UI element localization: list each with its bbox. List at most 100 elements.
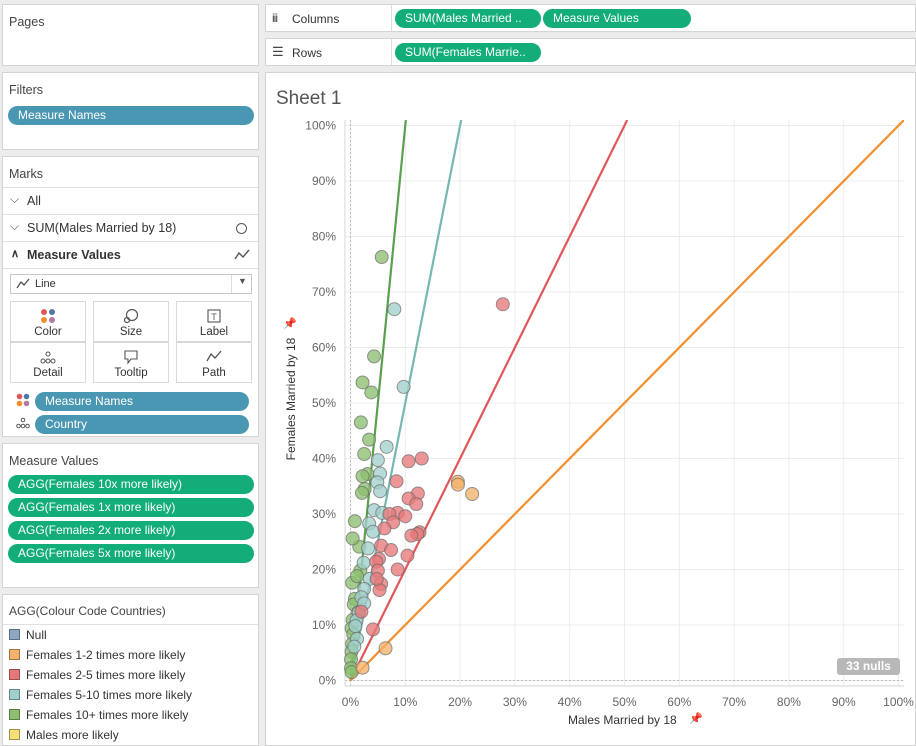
data-point [361, 541, 376, 556]
measure-values-title: Measure Values [9, 454, 99, 468]
data-point [362, 432, 377, 447]
x-tick-label: 50% [612, 695, 636, 709]
legend-item[interactable]: Females 5-10 times more likely [9, 687, 192, 703]
legend-item[interactable]: Females 1-2 times more likely [9, 647, 185, 663]
circle-mark-icon [236, 223, 247, 234]
data-point [364, 385, 379, 400]
legend-label: Females 2-5 times more likely [26, 668, 186, 682]
legend-swatch [9, 649, 20, 660]
measure-pill[interactable]: AGG(Females 1x more likely) [8, 498, 254, 517]
data-point [373, 484, 388, 499]
data-point [355, 375, 370, 390]
data-point [390, 562, 405, 577]
legend-label: Null [26, 628, 47, 642]
color-card[interactable]: Color [10, 301, 86, 342]
data-point [379, 439, 394, 454]
data-point [350, 569, 365, 584]
ratio-line [349, 120, 629, 681]
detail-pill-country[interactable]: Country [35, 415, 249, 434]
legend-item[interactable]: Females 10+ times more likely [9, 707, 188, 723]
y-tick-label: 40% [312, 451, 336, 465]
marks-row-all[interactable]: ⌵ All [3, 188, 258, 214]
x-tick-label: 90% [832, 695, 856, 709]
sheet-title: Sheet 1 [276, 88, 342, 109]
filter-pill-measure-names[interactable]: Measure Names [8, 106, 254, 125]
color-legend-panel: AGG(Colour Code Countries) Null Females 1… [2, 594, 259, 746]
legend-label: Females 1-2 times more likely [26, 648, 186, 662]
nulls-badge[interactable]: 33 nulls [837, 658, 900, 675]
marks-row-males[interactable]: ⌵ SUM(Males Married by 18) [3, 215, 258, 241]
y-tick-label: 20% [312, 562, 336, 576]
card-label: Color [34, 326, 62, 338]
y-tick-label: 70% [312, 285, 336, 299]
card-label: Path [202, 367, 226, 379]
columns-pill-measure-values[interactable]: Measure Values [543, 9, 691, 28]
size-card[interactable]: Size [93, 301, 169, 342]
color-dots-icon [41, 309, 55, 323]
legend-item[interactable]: Males more likely [9, 727, 119, 743]
data-point [374, 250, 389, 265]
tooltip-card[interactable]: Tooltip [93, 342, 169, 383]
data-point [348, 619, 363, 634]
marks-row-label: All [27, 194, 41, 208]
legend-item[interactable]: Females 2-5 times more likely [9, 667, 185, 683]
data-point [404, 528, 419, 543]
data-point [347, 514, 362, 529]
y-axis-title: Females Married by 18 [284, 337, 298, 461]
path-icon [206, 350, 222, 362]
data-point [365, 524, 380, 539]
rows-label: Rows [292, 46, 323, 60]
legend-title: AGG(Colour Code Countries) [9, 604, 166, 618]
card-label: Detail [33, 367, 63, 379]
measure-pill[interactable]: AGG(Females 5x more likely) [8, 544, 254, 563]
y-tick-label: 80% [312, 230, 336, 244]
mark-type-select[interactable]: Line ▼ [10, 274, 252, 294]
label-t-icon: T [207, 309, 221, 323]
card-label: Label [199, 326, 229, 338]
data-point [389, 474, 404, 489]
dropdown-arrow-icon: ▼ [238, 276, 247, 286]
color-pill-measure-names[interactable]: Measure Names [35, 392, 249, 411]
columns-icon: iii [272, 11, 278, 25]
data-point [370, 453, 385, 468]
data-point [354, 485, 369, 500]
legend-swatch [9, 689, 20, 700]
marks-row-label: SUM(Males Married by 18) [27, 221, 177, 235]
measure-pill[interactable]: AGG(Females 2x more likely) [8, 521, 254, 540]
data-point [369, 571, 384, 586]
data-point [465, 487, 480, 502]
data-point [401, 454, 416, 469]
path-card[interactable]: Path [176, 342, 252, 383]
data-point [356, 555, 371, 570]
chevron-down-icon: ⌵ [10, 192, 20, 206]
marks-row-label: Measure Values [27, 248, 121, 262]
chevron-down-icon: ⌵ [10, 219, 20, 233]
marks-title: Marks [9, 167, 44, 181]
detail-card[interactable]: Detail [10, 342, 86, 383]
svg-text:T: T [211, 312, 217, 322]
columns-pill-males[interactable]: SUM(Males Married .. [395, 9, 541, 28]
legend-item[interactable]: Null [9, 627, 47, 643]
x-tick-label: 20% [448, 695, 472, 709]
ratio-line [349, 120, 904, 682]
legend-label: Females 10+ times more likely [26, 708, 189, 722]
data-point [378, 641, 393, 656]
legend-swatch [9, 729, 20, 740]
rows-icon: ☰ [272, 44, 284, 59]
label-card[interactable]: T Label [176, 301, 252, 342]
y-tick-label: 30% [312, 507, 336, 521]
x-tick-label: 80% [777, 695, 801, 709]
x-tick-label: 60% [667, 695, 691, 709]
columns-shelf: iii Columns SUM(Males Married .. Measure… [265, 4, 916, 32]
card-label: Size [119, 326, 143, 338]
line-type-icon [16, 278, 30, 289]
measure-values-panel: Measure Values AGG(Females 10x more like… [2, 443, 259, 588]
columns-label: Columns [292, 12, 340, 26]
rows-pill-females[interactable]: SUM(Females Marrie.. [395, 43, 541, 62]
x-tick-label: 70% [722, 695, 746, 709]
measure-pill[interactable]: AGG(Females 10x more likely) [8, 475, 254, 494]
y-tick-label: 0% [319, 673, 337, 687]
mark-type-value: Line [35, 278, 56, 290]
data-point [387, 302, 402, 317]
marks-row-measure-values[interactable]: ∧ Measure Values [3, 242, 258, 268]
